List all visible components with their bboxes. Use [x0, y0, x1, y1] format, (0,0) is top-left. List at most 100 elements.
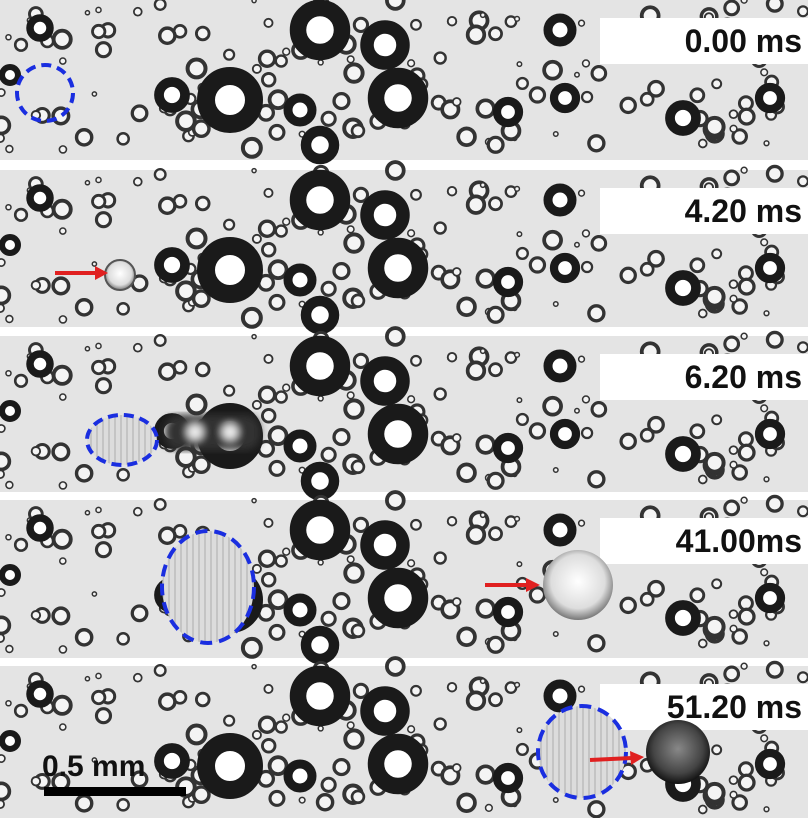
small-bubble: [260, 551, 275, 566]
small-bubble: [764, 141, 769, 146]
large-bubble: [206, 76, 254, 124]
small-bubble: [299, 797, 305, 803]
small-bubble: [387, 328, 404, 345]
small-bubble: [761, 405, 768, 412]
small-bubble: [453, 434, 461, 442]
large-bubble: [548, 188, 572, 212]
small-bubble: [276, 226, 287, 237]
small-bubble: [243, 639, 261, 657]
small-bubble: [155, 499, 166, 510]
small-bubble: [92, 25, 104, 37]
large-bubble: [670, 105, 696, 131]
small-bubble: [188, 725, 206, 743]
small-bubble: [0, 617, 9, 633]
small-bubble: [60, 228, 66, 234]
small-bubble: [160, 694, 175, 709]
small-bubble: [334, 594, 349, 609]
small-bubble: [347, 56, 354, 63]
small-bubble: [448, 187, 457, 196]
small-bubble: [32, 611, 40, 619]
small-bubble: [458, 128, 475, 145]
small-bubble: [458, 298, 475, 315]
small-bubble: [188, 395, 206, 413]
small-bubble: [270, 461, 284, 475]
small-bubble: [85, 11, 89, 15]
small-bubble: [488, 307, 503, 322]
small-bubble: [448, 683, 457, 692]
small-bubble: [435, 719, 446, 730]
small-bubble: [260, 51, 275, 66]
small-bubble: [458, 628, 475, 645]
blurred-bubbles: [165, 415, 260, 450]
small-bubble: [691, 425, 704, 438]
small-bubble: [118, 633, 129, 644]
small-bubble: [730, 280, 738, 288]
dashed-circle: [162, 531, 254, 643]
frame: 0.00 ms: [0, 0, 808, 160]
small-bubble: [798, 6, 808, 16]
small-bubble: [322, 448, 335, 461]
dashed-circle: [87, 415, 157, 465]
small-bubble: [515, 352, 520, 357]
small-bubble: [352, 461, 364, 473]
small-bubble: [0, 425, 5, 432]
small-bubble: [699, 640, 707, 648]
small-bubble: [458, 464, 475, 481]
large-bubble: [206, 742, 254, 790]
small-bubble: [96, 709, 110, 723]
small-bubble: [583, 60, 590, 67]
small-bubble: [530, 424, 544, 438]
small-bubble: [725, 337, 739, 351]
small-bubble: [334, 264, 349, 279]
small-bubble: [0, 89, 5, 96]
small-bubble: [134, 674, 142, 682]
small-bubble: [262, 573, 275, 586]
large-bubble: [30, 518, 50, 538]
small-bubble: [354, 684, 367, 697]
small-bubble: [60, 558, 66, 564]
small-bubble: [252, 499, 256, 503]
small-bubble: [411, 190, 421, 200]
small-bubble: [354, 354, 367, 367]
small-bubble: [408, 396, 415, 403]
small-bubble: [477, 436, 494, 453]
small-bubble: [155, 0, 166, 10]
small-bubble: [0, 117, 9, 133]
small-bubble: [411, 520, 421, 530]
frame: 41.00ms: [0, 492, 808, 659]
small-bubble: [60, 58, 66, 64]
large-bubble: [497, 437, 519, 459]
small-bubble: [253, 401, 261, 409]
figure: 0.00 ms4.20 ms6.20 ms41.00ms51.20 ms 0.5…: [0, 0, 808, 818]
small-bubble: [283, 218, 290, 225]
small-bubble: [92, 262, 96, 266]
small-bubble: [60, 394, 66, 400]
small-bubble: [132, 606, 147, 621]
small-bubble: [260, 387, 275, 402]
large-bubble: [2, 567, 18, 583]
small-bubble: [435, 223, 446, 234]
large-bubble: [288, 434, 312, 458]
small-bubble: [489, 528, 501, 540]
small-bubble: [318, 795, 333, 810]
small-bubble: [481, 349, 486, 354]
small-bubble: [6, 701, 11, 706]
small-bubble: [318, 60, 323, 65]
small-bubble: [347, 722, 354, 729]
small-bubble: [322, 612, 335, 625]
small-bubble: [96, 343, 101, 348]
small-bubble: [481, 13, 486, 18]
small-bubble: [699, 476, 707, 484]
small-bubble: [92, 691, 104, 703]
small-bubble: [582, 92, 592, 102]
small-bubble: [77, 630, 92, 645]
small-bubble: [730, 295, 737, 302]
small-bubble: [283, 714, 290, 721]
large-bubble: [2, 733, 18, 749]
large-bubble: [670, 605, 696, 631]
small-bubble: [448, 353, 457, 362]
small-bubble: [155, 169, 166, 180]
small-bubble: [352, 791, 364, 803]
time-label: 41.00ms: [676, 523, 802, 559]
small-bubble: [530, 588, 544, 602]
